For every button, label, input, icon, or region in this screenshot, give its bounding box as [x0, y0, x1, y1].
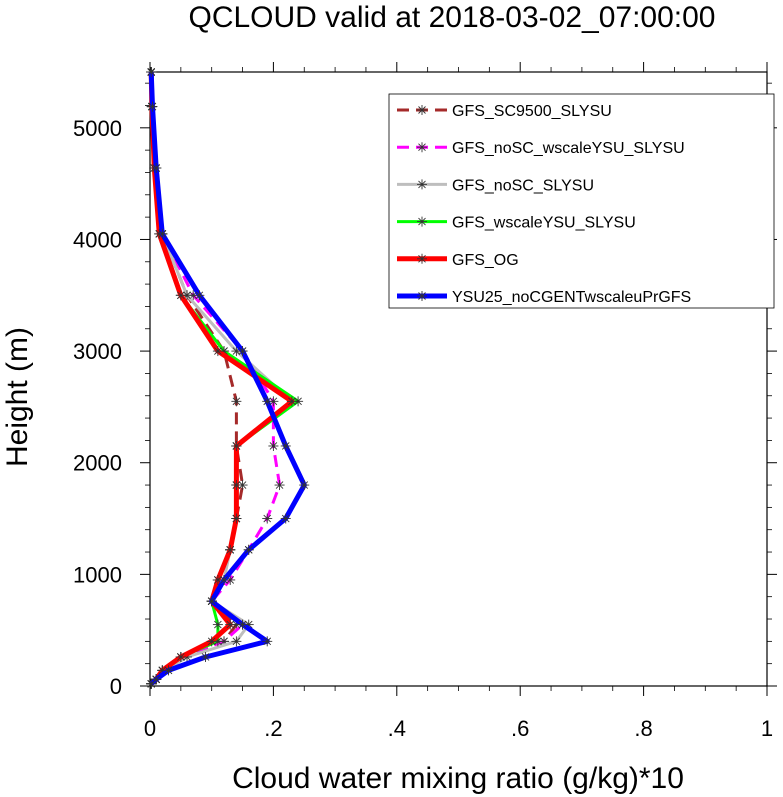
data-point	[243, 544, 254, 555]
y-tick-label: 5000	[73, 116, 122, 141]
data-point	[212, 346, 223, 357]
data-point	[212, 619, 223, 630]
data-point	[280, 440, 291, 451]
data-point	[293, 396, 304, 407]
series-line	[149, 71, 300, 685]
legend: GFS_SC9500_SLYSU GFS_noSC_wscaleYSU_SLYSU…	[388, 93, 775, 309]
data-point	[151, 163, 162, 174]
y-tick-label: 0	[110, 674, 122, 699]
legend-label: GFS_noSC_SLYSU	[452, 177, 594, 194]
legend-label: GFS_OG	[452, 252, 519, 269]
legend-label: GFS_wscaleYSU_SLYSU	[452, 215, 636, 232]
x-tick-label: 0	[144, 716, 156, 741]
data-point	[147, 101, 158, 112]
legend-label: GFS_noSC_wscaleYSU_SLYSU	[452, 140, 685, 157]
y-tick-label: 3000	[73, 339, 122, 364]
data-point	[194, 290, 205, 301]
data-point	[219, 574, 230, 585]
legend-marker	[417, 291, 427, 301]
y-tick-label: 4000	[73, 227, 122, 252]
legend-marker	[417, 253, 427, 264]
legend-marker	[417, 142, 427, 153]
data-point	[163, 665, 174, 676]
data-point	[262, 396, 273, 407]
legend-marker	[417, 216, 427, 227]
data-point	[225, 619, 236, 630]
data-point	[286, 396, 297, 407]
data-point	[231, 480, 242, 491]
data-point	[206, 636, 217, 647]
data-point	[237, 619, 248, 630]
data-point	[175, 290, 186, 301]
x-axis-label: Cloud water mixing ratio (g/kg)*10	[232, 762, 684, 795]
data-point	[268, 396, 279, 407]
data-point	[157, 228, 168, 239]
data-point	[206, 596, 217, 607]
x-axis-ticks: 0 .2 .4 .6 .8 1	[144, 62, 773, 741]
data-point	[262, 636, 273, 647]
data-point	[237, 346, 248, 357]
y-tick-label: 2000	[73, 451, 122, 476]
data-point	[175, 651, 186, 662]
chart-title: QCLOUD valid at 2018-03-02_07:00:00	[189, 1, 716, 34]
y-tick-label: 1000	[73, 562, 122, 587]
data-point	[151, 674, 162, 685]
plot-area: 0 1000 2000 3000 4000 5000 0 .2 .4 .6 .8 1	[73, 62, 777, 741]
data-point	[274, 480, 285, 491]
data-point	[231, 636, 242, 647]
series-line	[149, 71, 245, 685]
x-tick-label: 1	[761, 716, 773, 741]
data-point	[200, 651, 211, 662]
data-point	[231, 513, 242, 524]
y-axis-ticks: 0 1000 2000 3000 4000 5000	[73, 82, 777, 699]
data-point	[299, 480, 310, 491]
series-layer	[146, 67, 310, 689]
data-point	[262, 513, 273, 524]
legend-marker	[417, 179, 427, 190]
data-point	[231, 440, 242, 451]
data-point	[280, 513, 291, 524]
data-point	[231, 396, 242, 407]
x-tick-label: .2	[264, 716, 282, 741]
y-axis-label: Height (m)	[1, 327, 34, 467]
series-line	[148, 71, 307, 686]
x-tick-label: .6	[511, 716, 529, 741]
data-point	[237, 480, 248, 491]
data-point	[146, 67, 157, 77]
legend-box	[388, 93, 775, 309]
data-point	[268, 440, 279, 451]
legend-label: YSU25_noCGENTwscaleuPrGFS	[452, 289, 691, 306]
x-tick-label: .4	[388, 716, 406, 741]
x-tick-label: .8	[634, 716, 652, 741]
legend-marker	[417, 105, 427, 115]
legend-label: GFS_SC9500_SLYSU	[452, 103, 612, 120]
data-point	[225, 544, 236, 555]
